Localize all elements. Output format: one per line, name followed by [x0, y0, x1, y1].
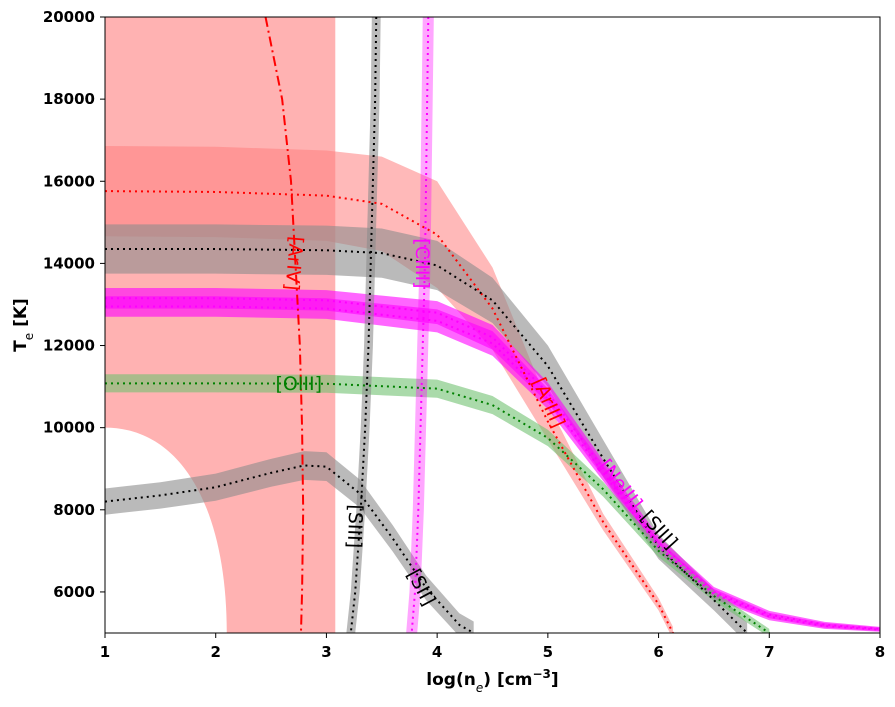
siii-v-band — [346, 17, 381, 633]
clii-line — [410, 17, 430, 633]
y-tick-label: 14000 — [43, 254, 95, 272]
y-axis-label: Te [K] — [11, 298, 36, 352]
ariv-line — [264, 17, 305, 633]
x-tick-label: 4 — [432, 643, 442, 661]
y-tick-label: 8000 — [53, 501, 95, 519]
x-tick-label: 3 — [321, 643, 331, 661]
y-tick-label: 10000 — [43, 419, 95, 437]
neiii-line — [105, 305, 880, 631]
sii-low-band — [105, 451, 474, 633]
x-tick-label: 2 — [210, 643, 220, 661]
y-tick-label: 18000 — [43, 90, 95, 108]
x-tick-label: 1 — [100, 643, 110, 661]
y-tick-label: 20000 — [43, 8, 95, 26]
y-tick-label: 12000 — [43, 337, 95, 355]
ariv-region — [105, 17, 336, 633]
x-tick-label: 8 — [875, 643, 885, 661]
curve-label-0: [ArIV] — [280, 235, 307, 291]
sii-high-band — [105, 224, 748, 633]
y-tick-label: 16000 — [43, 172, 95, 190]
curve-label-1: [ClIII] — [411, 238, 433, 288]
x-tick-label: 5 — [543, 643, 553, 661]
siii-v-line — [349, 17, 378, 633]
oiii-line — [105, 382, 770, 633]
curve-label-6: [SIII] — [343, 504, 367, 548]
plot-frame — [104, 16, 881, 634]
y-tick-label: 6000 — [53, 583, 95, 601]
clii-band — [406, 17, 434, 633]
curve-label-2: [OIII] — [275, 373, 322, 395]
x-axis-label: log(ne) [cm−3] — [426, 667, 558, 695]
x-tick-label: 6 — [653, 643, 663, 661]
x-tick-label: 7 — [764, 643, 774, 661]
